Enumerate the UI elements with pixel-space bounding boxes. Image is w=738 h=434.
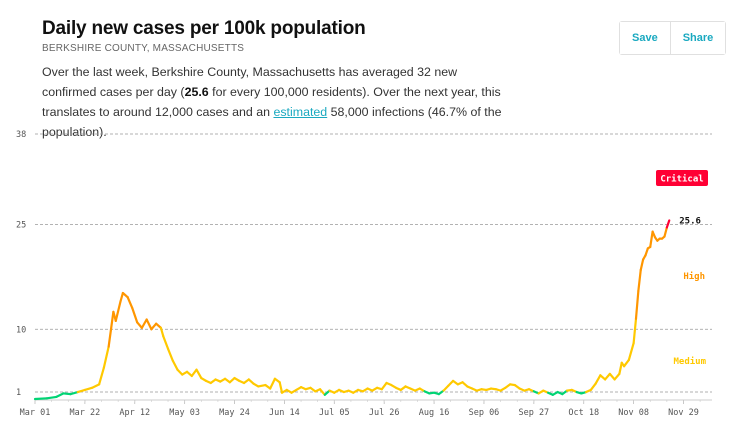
series-segment [604,372,611,381]
x-tick-label: Nov 08 [618,408,649,418]
location-subtitle: BERKSHIRE COUNTY, MASSACHUSETTS [42,43,245,54]
series-segment [119,291,124,303]
series-segment [665,219,671,229]
x-tick-label: Apr 12 [119,408,150,418]
share-toolbar: Save Share [619,21,727,55]
save-button[interactable]: Save [620,22,670,54]
summary-text-3: 58,000 infections (46.7% of the populati… [42,105,502,139]
series-segment [442,384,450,392]
series-segment [162,335,170,350]
series-segment [639,258,645,272]
estimated-link[interactable]: estimated [273,105,328,119]
series-segment [623,358,630,368]
x-tick-label: Mar 22 [70,408,101,418]
series-segment [131,307,139,324]
series-segment [318,388,326,396]
x-tick-label: May 03 [169,408,200,418]
summary-rate-value: 25.6 [184,85,209,99]
x-tick-label: Oct 18 [568,408,599,418]
series-segment [594,374,602,385]
summary-text-2: for every 100,000 residents). Over the n… [42,85,501,119]
series-segment [98,366,105,386]
x-tick-label: Mar 01 [20,408,51,418]
series-segment [627,342,635,362]
x-tick-label: Sep 06 [469,408,500,418]
series-segment [136,321,143,329]
series-segment [114,300,122,322]
series-segment [171,359,179,371]
series-segment [637,268,642,293]
series-segment [613,372,621,381]
series-segment [33,397,48,401]
y-tick-label: 25 [16,221,26,231]
x-tick-label: Nov 29 [668,408,699,418]
summary-paragraph: Over the last week, Berkshire County, Ma… [42,62,512,142]
series-segment [634,289,640,320]
series-segment [83,386,94,392]
series-segment [45,395,58,400]
series-segment [447,379,455,387]
summary-text-1: Over the last week, Berkshire County, Ma… [42,65,458,99]
series-segment [55,392,65,399]
series-segment [145,318,153,331]
series-segment [150,322,158,331]
series-segment [159,326,165,338]
share-button[interactable]: Share [669,22,726,54]
zone-label-high: High [683,271,705,282]
x-tick-label: Jul 05 [319,408,350,418]
x-tick-label: Jul 26 [369,408,400,418]
series-segment [632,317,638,345]
zone-label-medium: Medium [673,356,706,367]
x-tick-label: Jun 14 [269,408,300,418]
page-title: Daily new cases per 100k population [42,18,366,39]
x-tick-label: May 24 [219,408,250,418]
y-tick-label: 10 [16,325,26,335]
series-segment [90,383,101,389]
series-segment [69,390,79,396]
x-tick-label: Aug 16 [419,408,450,418]
y-tick-label: 1 [16,388,21,398]
series-segment [126,296,134,310]
series-segment [176,368,184,376]
y-tick-label: 38 [16,130,26,140]
series-segment [62,392,72,396]
series-segment [380,381,388,391]
zone-label-critical: Critical [660,174,703,185]
series-segment [649,230,654,249]
series-segment [278,381,284,394]
series-segment [140,318,148,329]
series-segment [618,361,623,375]
series-segment [166,347,174,362]
series-segment [102,345,110,369]
series-segment [107,310,115,348]
series-segment [76,388,86,394]
series-segment [190,368,198,378]
series-segment [608,372,616,381]
last-value-label: 25.6 [679,216,701,226]
critical-badge [656,170,708,186]
series-segment [644,247,649,257]
x-tick-label: Sep 27 [518,408,549,418]
series-segment [195,368,203,380]
series-segment [589,382,597,392]
series-segment [663,226,668,238]
series-segment [257,383,267,388]
series-segment [269,377,277,390]
